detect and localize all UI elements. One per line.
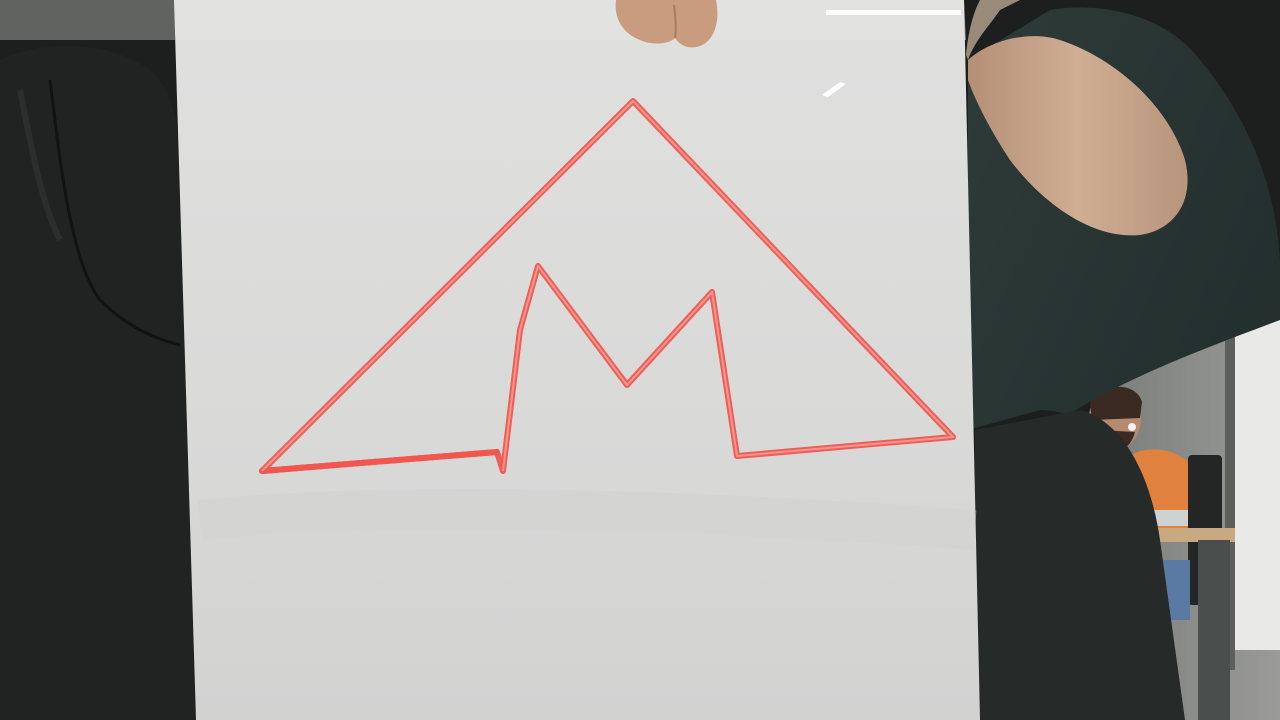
- finger-separation: [673, 4, 677, 39]
- ceiling-left: [0, 0, 175, 40]
- red-drawing-base-left: [259, 449, 500, 474]
- wall-column-edge: [1225, 330, 1235, 670]
- whiteboard: [174, 0, 980, 720]
- board-reflection-small: [822, 82, 846, 97]
- desk-leg: [1198, 540, 1230, 720]
- forearm: [968, 36, 1188, 236]
- person-hair: [1090, 386, 1142, 420]
- jacket-lower-right: [975, 410, 1185, 720]
- jacket-zipper: [48, 79, 181, 347]
- desk-top: [1140, 528, 1235, 542]
- window-light: [1232, 300, 1280, 650]
- board-reflection: [826, 10, 961, 15]
- board-shadow-band: [198, 489, 977, 550]
- jacket-fold: [17, 89, 63, 242]
- earbud-icon: [1128, 423, 1136, 431]
- board-glare-top: [174, 0, 966, 40]
- fingers: [615, 0, 718, 48]
- wrist-watch: [966, 0, 1020, 60]
- red-drawing-highlight: [261, 100, 954, 472]
